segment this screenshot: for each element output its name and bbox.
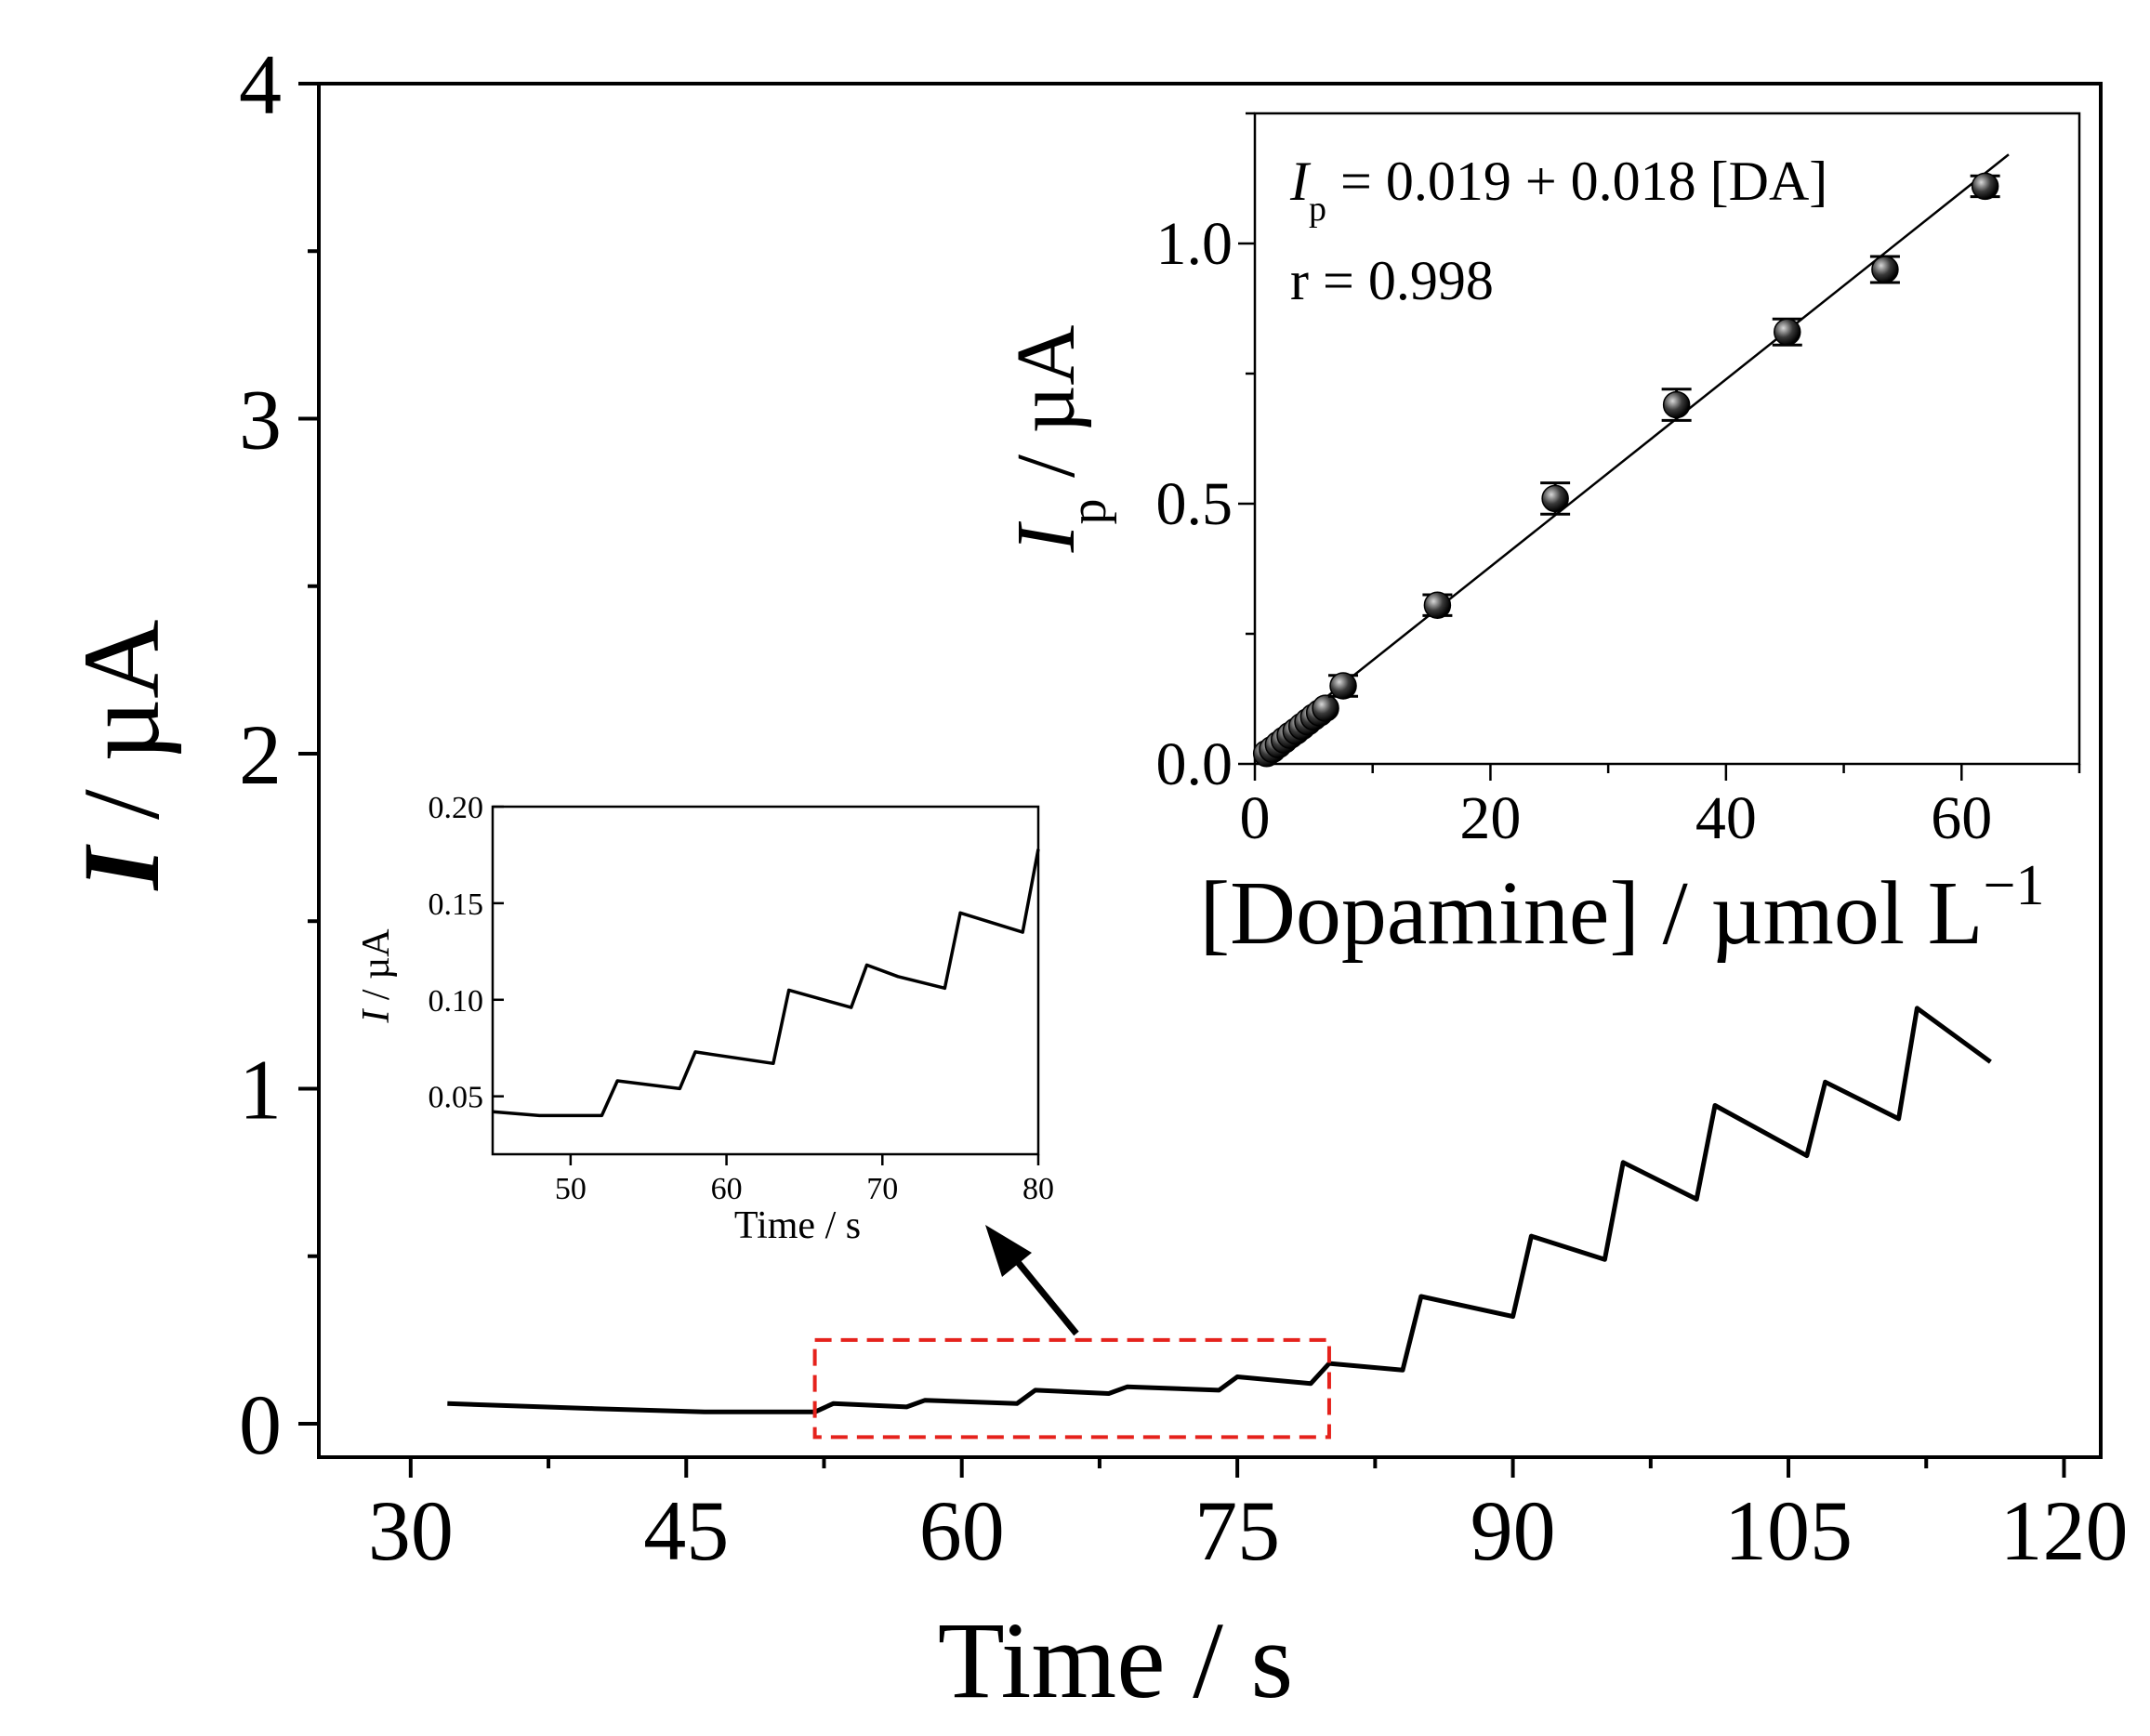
data-point: [1422, 591, 1453, 619]
inset-right: 0 20 40 60 0.0 0.5 1.0 Ip = 0.019 + 0.018 [DA…: [1000, 112, 2081, 964]
inset-right-x-tick-label: 40: [1695, 784, 1757, 852]
main-y-axis-label-symbol: I: [60, 843, 182, 891]
inset-left-y-axis-label-unit: / µA: [355, 928, 398, 1010]
main-x-tick-label: 60: [919, 1483, 1005, 1578]
inset-right-y-tick-label: 0.0: [1156, 730, 1233, 798]
zoom-arrow: [985, 1225, 1079, 1336]
equation-body: = 0.019 + 0.018 [DA]: [1326, 151, 1827, 212]
inset-left-frame: [491, 805, 1040, 1156]
equation-symbol: I: [1289, 151, 1312, 212]
data-point: [1328, 672, 1359, 700]
main-y-tick-label: 1: [239, 1042, 282, 1137]
data-marker: [1312, 694, 1339, 722]
data-point: [1772, 317, 1802, 347]
data-point: [1970, 172, 2000, 201]
main-x-ticks: 30 45 60 75 90 105 120: [368, 1457, 2128, 1578]
data-marker: [1423, 591, 1452, 619]
inset-left: 50 60 70 80 0.05 0.10 0.15 0.20 Time / s I / µ…: [355, 791, 1054, 1247]
inset-right-x-tick-label: 60: [1931, 784, 1992, 852]
inset-left-y-axis-label: I / µA: [355, 928, 398, 1024]
inset-left-series: [492, 848, 1040, 1118]
inset-left-series-line: [492, 848, 1040, 1118]
inset-left-y-tick-label: 0.15: [429, 888, 484, 922]
data-point: [1661, 388, 1692, 422]
inset-left-x-tick-label: 70: [866, 1172, 898, 1206]
main-x-tick-label: 105: [1724, 1483, 1853, 1578]
main-plot: 30 45 60 75 90 105 120 0 1 2 3 4 Time / s I / µA: [60, 37, 2128, 1721]
main-y-ticks: 0 1 2 3 4: [239, 37, 319, 1472]
inset-right-y-axis-label-sub: p: [1060, 498, 1117, 524]
inset-left-x-tick-label: 50: [555, 1172, 587, 1206]
inset-right-frame: [1253, 112, 2081, 766]
inset-left-x-tick-label: 80: [1022, 1172, 1054, 1206]
inset-left-x-tick-label: 60: [711, 1172, 743, 1206]
inset-right-equation: Ip = 0.019 + 0.018 [DA]: [1289, 151, 1827, 229]
fit-line: [1260, 153, 2010, 751]
inset-right-points: [1252, 172, 2000, 768]
data-marker: [1541, 484, 1569, 513]
main-y-tick-label: 4: [239, 37, 282, 132]
data-marker: [1871, 256, 1899, 283]
inset-right-x-axis-label-sup: −1: [1984, 854, 2045, 917]
data-marker: [1329, 672, 1357, 700]
main-series: [447, 1006, 1992, 1414]
equation-subscript: p: [1309, 190, 1326, 229]
inset-left-y-tick-label: 0.10: [429, 984, 484, 1019]
inset-right-y-ticks: 0.0 0.5 1.0: [1156, 112, 1255, 798]
main-x-tick-label: 90: [1471, 1483, 1556, 1578]
data-point: [1540, 481, 1571, 516]
main-series-line: [447, 1006, 1992, 1414]
data-marker: [1971, 172, 1999, 201]
main-y-axis-label: I / µA: [60, 620, 182, 892]
inset-right-x-axis-label-text: [Dopamine] / µmol L: [1200, 863, 1984, 964]
main-y-tick-label: 0: [239, 1377, 282, 1472]
inset-right-y-axis-label-symbol: I: [1000, 520, 1092, 553]
inset-right-fit-line: [1260, 153, 2010, 751]
inset-right-y-axis-label-unit: / µA: [1000, 325, 1092, 499]
inset-right-y-axis-label: Ip / µA: [1000, 325, 1117, 554]
inset-right-y-tick-label: 1.0: [1156, 210, 1233, 278]
inset-left-y-tick-label: 0.20: [429, 791, 484, 825]
main-y-axis-label-unit: / µA: [60, 620, 182, 848]
data-point: [1869, 255, 1900, 284]
inset-right-x-tick-label: 20: [1459, 784, 1521, 852]
main-y-tick-label: 2: [239, 707, 282, 802]
main-x-tick-label: 30: [368, 1483, 454, 1578]
inset-right-y-tick-label: 0.5: [1156, 470, 1233, 538]
data-marker: [1662, 390, 1691, 419]
main-x-tick-label: 120: [1999, 1483, 2128, 1578]
data-marker: [1773, 318, 1801, 346]
inset-left-y-ticks: 0.05 0.10 0.15 0.20: [429, 791, 504, 1115]
zoom-region-box: [812, 1337, 1331, 1440]
main-x-tick-label: 75: [1194, 1483, 1280, 1578]
inset-left-y-axis-label-symbol: I: [355, 1008, 398, 1024]
main-highlight-box: [812, 1337, 1331, 1440]
inset-left-x-ticks: 50 60 70 80: [555, 1154, 1054, 1206]
inset-right-x-axis-label: [Dopamine] / µmol L−1: [1200, 854, 2045, 964]
inset-right-x-ticks: 0 20 40 60: [1240, 764, 2081, 852]
inset-right-r-value: r = 0.998: [1290, 250, 1494, 311]
main-x-axis-label: Time / s: [938, 1599, 1294, 1721]
main-y-tick-label: 3: [239, 372, 282, 467]
main-plot-frame: [317, 82, 2103, 1459]
main-x-tick-label: 45: [643, 1483, 729, 1578]
inset-left-x-axis-label: Time / s: [734, 1204, 861, 1247]
data-point: [1312, 694, 1339, 722]
inset-left-y-tick-label: 0.05: [429, 1081, 484, 1115]
inset-right-x-tick-label: 0: [1240, 784, 1271, 852]
